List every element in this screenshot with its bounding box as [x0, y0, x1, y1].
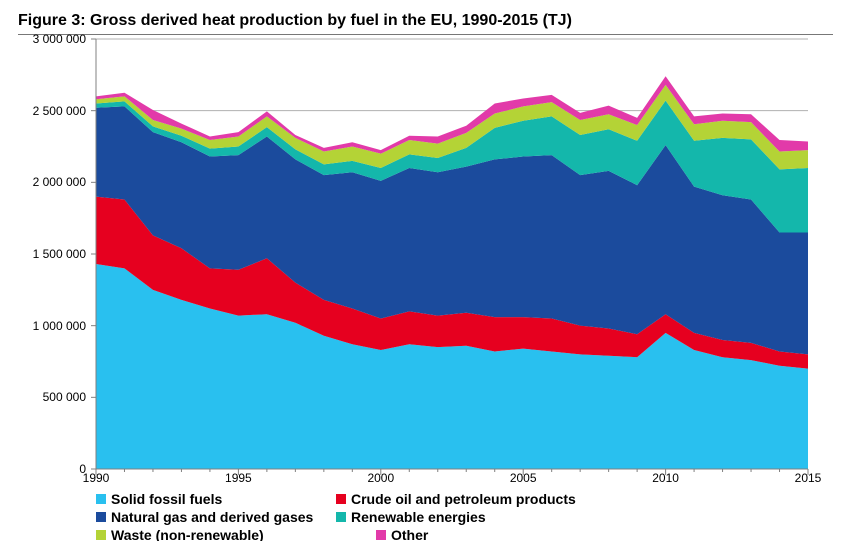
legend-swatch [336, 494, 346, 504]
y-tick-label: 2 000 000 [33, 175, 86, 189]
legend-swatch [96, 494, 106, 504]
x-tick-label: 1995 [225, 471, 252, 485]
legend-label: Renewable energies [351, 509, 486, 525]
legend-item-renewables: Renewable energies [336, 509, 576, 525]
y-tick-label: 3 000 000 [33, 32, 86, 46]
legend-item-natural_gas: Natural gas and derived gases [96, 509, 336, 525]
legend-swatch [376, 530, 386, 540]
legend-item-waste: Waste (non-renewable) [96, 527, 376, 541]
x-tick-label: 2015 [795, 471, 822, 485]
legend-label: Waste (non-renewable) [111, 527, 264, 541]
legend-label: Natural gas and derived gases [111, 509, 313, 525]
legend: Solid fossil fuels Crude oil and petroleu… [96, 491, 836, 541]
y-axis: 0500 0001 000 0001 500 0002 000 0002 500… [28, 39, 92, 469]
legend-swatch [96, 530, 106, 540]
x-axis: 199019952000200520102015 [96, 471, 808, 487]
x-tick-label: 2010 [652, 471, 679, 485]
legend-label: Other [391, 527, 428, 541]
legend-item-crude_oil: Crude oil and petroleum products [336, 491, 616, 507]
legend-label: Solid fossil fuels [111, 491, 222, 507]
chart-svg [96, 39, 808, 469]
legend-swatch [336, 512, 346, 522]
figure-title: Figure 3: Gross derived heat production … [18, 10, 833, 35]
legend-swatch [96, 512, 106, 522]
y-tick-label: 500 000 [43, 390, 86, 404]
x-tick-label: 1990 [83, 471, 110, 485]
y-tick-label: 1 500 000 [33, 247, 86, 261]
x-tick-label: 2005 [510, 471, 537, 485]
y-tick-label: 2 500 000 [33, 104, 86, 118]
plot-canvas [96, 39, 808, 469]
chart-area: 0500 0001 000 0001 500 0002 000 0002 500… [28, 39, 808, 469]
legend-item-solid_fossil: Solid fossil fuels [96, 491, 336, 507]
legend-item-other: Other [376, 527, 616, 541]
x-tick-label: 2000 [367, 471, 394, 485]
legend-label: Crude oil and petroleum products [351, 491, 576, 507]
y-tick-label: 1 000 000 [33, 319, 86, 333]
figure-container: Figure 3: Gross derived heat production … [0, 0, 851, 541]
